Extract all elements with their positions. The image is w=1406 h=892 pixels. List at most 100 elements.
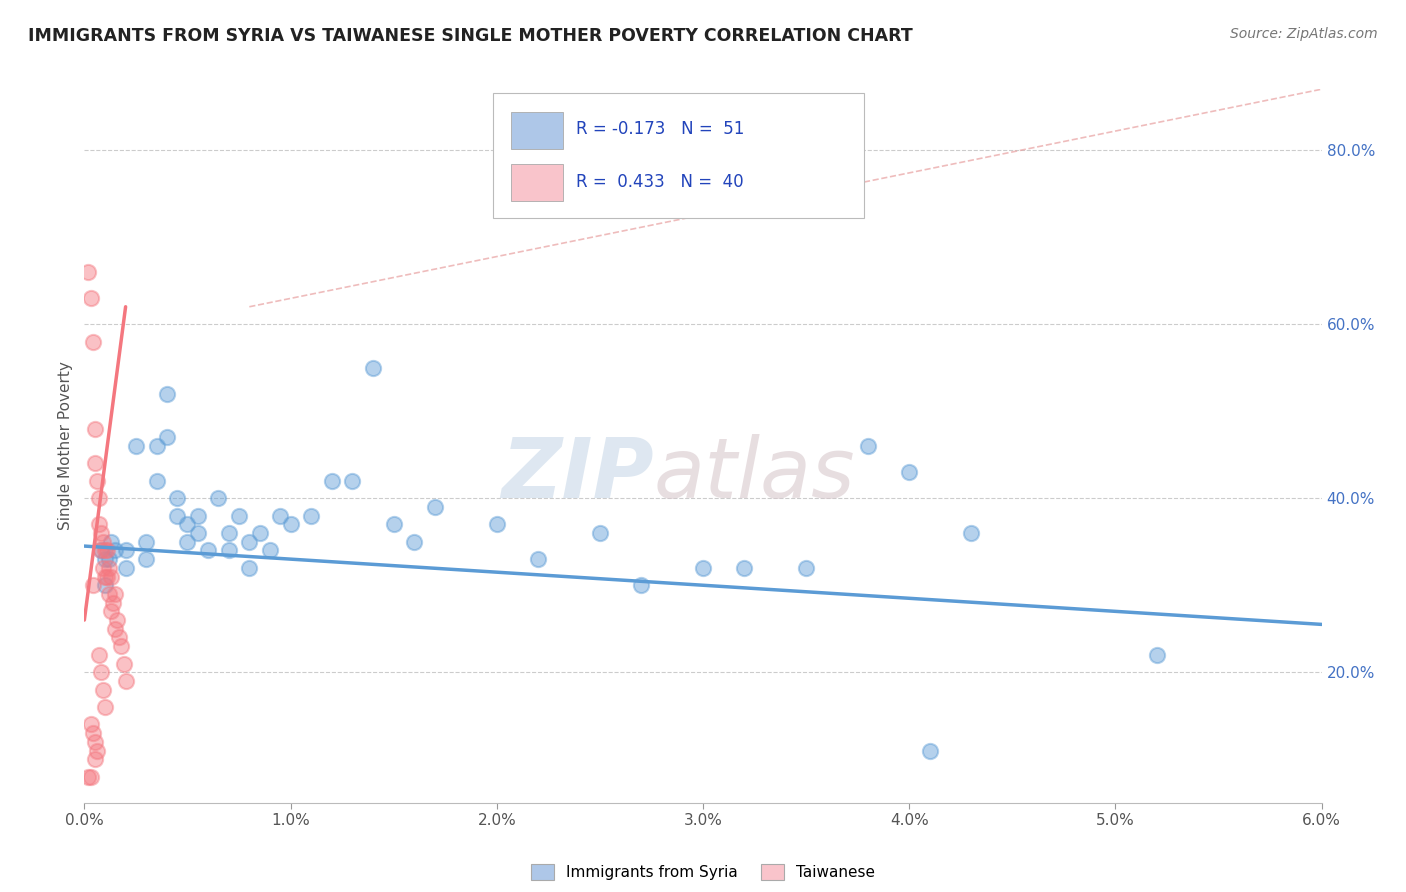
- Point: [79, 770, 101, 784]
- Text: R = -0.173   N =  51: R = -0.173 N = 51: [575, 120, 744, 138]
- FancyBboxPatch shape: [492, 93, 863, 218]
- Point: [156, 386, 179, 401]
- Point: [79, 291, 101, 305]
- Point: [156, 430, 179, 444]
- Point: [228, 508, 250, 523]
- Text: IMMIGRANTS FROM SYRIA VS TAIWANESE SINGLE MOTHER POVERTY CORRELATION CHART: IMMIGRANTS FROM SYRIA VS TAIWANESE SINGL…: [28, 27, 912, 45]
- Point: [382, 517, 405, 532]
- Point: [187, 526, 209, 541]
- Point: [112, 657, 135, 671]
- Point: [114, 543, 136, 558]
- Point: [630, 578, 652, 592]
- Point: [87, 517, 110, 532]
- Point: [238, 534, 260, 549]
- Point: [91, 682, 114, 697]
- Point: [960, 526, 983, 541]
- Point: [98, 552, 121, 566]
- Y-axis label: Single Mother Poverty: Single Mother Poverty: [58, 361, 73, 531]
- Point: [94, 569, 117, 583]
- Point: [77, 770, 100, 784]
- Text: ZIP: ZIP: [501, 434, 654, 515]
- Point: [135, 534, 157, 549]
- Point: [238, 561, 260, 575]
- Point: [114, 561, 136, 575]
- Point: [145, 439, 167, 453]
- Point: [299, 508, 322, 523]
- Point: [898, 465, 921, 479]
- Point: [918, 743, 941, 757]
- Point: [105, 613, 128, 627]
- Point: [280, 517, 302, 532]
- Point: [589, 526, 612, 541]
- Point: [100, 569, 122, 583]
- Point: [100, 604, 122, 618]
- Point: [90, 526, 112, 541]
- Point: [77, 265, 100, 279]
- Point: [96, 543, 118, 558]
- Point: [125, 439, 148, 453]
- Point: [423, 500, 446, 514]
- Point: [794, 561, 817, 575]
- Point: [90, 665, 112, 680]
- Point: [82, 334, 104, 349]
- Point: [94, 700, 117, 714]
- Point: [1146, 648, 1168, 662]
- Point: [321, 474, 343, 488]
- Point: [733, 561, 755, 575]
- Point: [166, 508, 188, 523]
- Point: [96, 569, 118, 583]
- Point: [98, 587, 121, 601]
- Point: [94, 552, 117, 566]
- Point: [197, 543, 219, 558]
- Point: [176, 517, 198, 532]
- Point: [94, 543, 117, 558]
- Point: [87, 648, 110, 662]
- Text: atlas: atlas: [654, 434, 855, 515]
- Point: [104, 622, 127, 636]
- Point: [94, 578, 117, 592]
- Point: [83, 752, 105, 766]
- Text: Source: ZipAtlas.com: Source: ZipAtlas.com: [1230, 27, 1378, 41]
- Point: [485, 517, 508, 532]
- Point: [86, 743, 108, 757]
- Point: [82, 578, 104, 592]
- Point: [218, 543, 240, 558]
- Point: [90, 543, 112, 558]
- Point: [103, 596, 125, 610]
- FancyBboxPatch shape: [512, 164, 564, 202]
- Point: [342, 474, 364, 488]
- Point: [259, 543, 281, 558]
- Point: [218, 526, 240, 541]
- Point: [91, 561, 114, 575]
- Point: [269, 508, 291, 523]
- Point: [527, 552, 550, 566]
- Point: [856, 439, 879, 453]
- Point: [166, 491, 188, 506]
- Point: [79, 717, 101, 731]
- Point: [90, 543, 112, 558]
- Point: [135, 552, 157, 566]
- Point: [108, 631, 131, 645]
- Point: [104, 543, 127, 558]
- Point: [110, 639, 132, 653]
- Point: [98, 561, 121, 575]
- Point: [86, 474, 108, 488]
- Point: [145, 474, 167, 488]
- Point: [207, 491, 229, 506]
- Point: [176, 534, 198, 549]
- Point: [249, 526, 271, 541]
- Point: [82, 726, 104, 740]
- Point: [692, 561, 714, 575]
- Point: [91, 534, 114, 549]
- Point: [114, 673, 136, 688]
- Point: [87, 491, 110, 506]
- Point: [83, 421, 105, 435]
- Text: R =  0.433   N =  40: R = 0.433 N = 40: [575, 173, 744, 191]
- Legend: Immigrants from Syria, Taiwanese: Immigrants from Syria, Taiwanese: [523, 856, 883, 888]
- Point: [100, 534, 122, 549]
- Point: [404, 534, 426, 549]
- Point: [83, 457, 105, 471]
- FancyBboxPatch shape: [512, 112, 564, 149]
- Point: [187, 508, 209, 523]
- Point: [361, 360, 384, 375]
